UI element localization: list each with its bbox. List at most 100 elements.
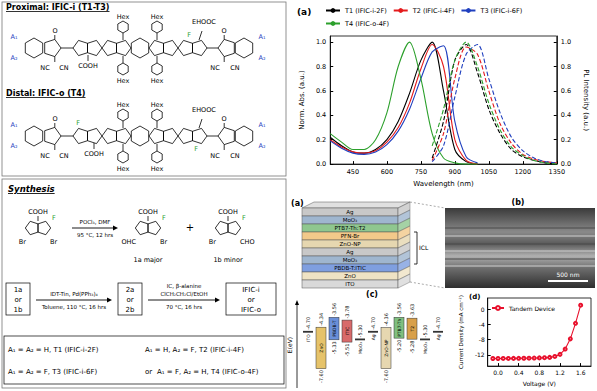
svg-text:O: O (221, 115, 226, 123)
svg-text:1.0: 1.0 (561, 38, 571, 46)
svg-text:1b minor: 1b minor (213, 256, 243, 264)
svg-text:-5.30: -5.30 (357, 324, 363, 337)
svg-text:0.6: 0.6 (316, 87, 326, 95)
svg-text:T2 (IFIC-i-4F): T2 (IFIC-i-4F) (412, 7, 455, 15)
svg-text:Current Density (mA cm⁻²): Current Density (mA cm⁻²) (458, 295, 465, 369)
svg-text:IFIC-o: IFIC-o (241, 306, 261, 314)
svg-text:Ag: Ag (371, 334, 376, 340)
svg-text:Hex: Hex (151, 165, 164, 173)
svg-text:Hex: Hex (117, 165, 130, 173)
svg-text:1b: 1b (14, 306, 23, 314)
svg-text:E(eV): E(eV) (286, 337, 293, 353)
svg-text:-4.70: -4.70 (370, 317, 376, 330)
svg-text:Ag: Ag (346, 249, 353, 256)
svg-text:1.6: 1.6 (576, 369, 586, 376)
svg-text:ITO: ITO (306, 334, 311, 342)
svg-text:-4.70: -4.70 (435, 317, 441, 330)
svg-text:or: or (247, 296, 254, 304)
svg-text:95 °C, 12 hrs: 95 °C, 12 hrs (77, 232, 113, 238)
svg-text:0.2: 0.2 (316, 136, 326, 144)
svg-text:Br: Br (209, 238, 216, 246)
svg-text:-4.70: -4.70 (305, 317, 311, 330)
svg-text:ZnO: ZnO (344, 273, 356, 279)
svg-text:T2: T2 (410, 326, 415, 333)
svg-text:-3.56: -3.56 (331, 303, 337, 316)
svg-text:Proximal: IFIC-i (T1-T3): Proximal: IFIC-i (T1-T3) (6, 3, 110, 12)
svg-text:IDT-Tin, Pd(PPh₃)₄: IDT-Tin, Pd(PPh₃)₄ (50, 291, 98, 297)
svg-text:1200: 1200 (515, 168, 532, 176)
svg-text:0.8: 0.8 (561, 63, 571, 71)
svg-text:0.4: 0.4 (561, 111, 571, 119)
svg-text:2a: 2a (126, 286, 135, 294)
svg-text:70 °C, 16 hrs: 70 °C, 16 hrs (166, 304, 202, 310)
svg-text:COOH: COOH (138, 208, 158, 216)
svg-text:EHOOC: EHOOC (192, 18, 216, 26)
svg-text:Wavelength (nm): Wavelength (nm) (413, 180, 474, 188)
svg-text:A₁: A₁ (10, 33, 17, 41)
svg-text:Norm. Abs. (a.u.): Norm. Abs. (a.u.) (298, 70, 306, 130)
svg-text:ITIC: ITIC (345, 327, 350, 336)
svg-text:IC, β-alanine: IC, β-alanine (167, 283, 202, 290)
svg-text:Voltage (V): Voltage (V) (523, 380, 556, 388)
svg-text:-3.63: -3.63 (409, 304, 415, 317)
svg-text:1350: 1350 (548, 168, 565, 176)
svg-text:NC: NC (40, 64, 50, 72)
svg-text:500 nm: 500 nm (556, 271, 579, 278)
svg-text:PTB7-Th: PTB7-Th (397, 318, 402, 336)
svg-text:-8: -8 (479, 336, 485, 343)
svg-text:+: + (186, 222, 194, 233)
svg-text:Ag: Ag (346, 209, 353, 216)
svg-text:IFIC-i: IFIC-i (242, 286, 260, 294)
svg-text:O: O (52, 115, 57, 123)
svg-text:Hex: Hex (151, 101, 164, 109)
svg-text:Ag: Ag (436, 334, 441, 340)
svg-text:or: or (126, 296, 133, 304)
svg-text:COOH: COOH (28, 208, 48, 216)
svg-text:A₁ = H, A₂ = F, T2 (IFIC-i-4F): A₁ = H, A₂ = F, T2 (IFIC-i-4F) (145, 346, 244, 354)
svg-text:0.0: 0.0 (316, 160, 326, 168)
svg-text:A₂: A₂ (258, 142, 265, 150)
svg-text:Hex: Hex (151, 13, 164, 21)
svg-text:Hex: Hex (117, 101, 130, 109)
svg-text:POCl₃, DMF: POCl₃, DMF (80, 219, 111, 225)
svg-text:or: or (14, 296, 21, 304)
svg-text:PBDB-T:ITIC: PBDB-T:ITIC (334, 265, 366, 271)
svg-text:-3.56: -3.56 (396, 303, 402, 316)
svg-text:F: F (76, 119, 80, 127)
svg-text:-5.51: -5.51 (344, 344, 350, 357)
svg-text:600: 600 (381, 168, 393, 176)
svg-text:F: F (194, 145, 198, 153)
svg-text:Tandem Device: Tandem Device (508, 305, 555, 312)
svg-text:-4.36: -4.36 (383, 313, 389, 326)
svg-text:OHC: OHC (121, 238, 136, 246)
svg-text:ZnO: ZnO (319, 343, 324, 353)
svg-text:Br: Br (50, 238, 57, 246)
svg-text:F: F (187, 31, 191, 39)
svg-text:0.4: 0.4 (514, 369, 524, 376)
svg-text:Distal: IFIC-o (T4): Distal: IFIC-o (T4) (6, 89, 86, 98)
svg-text:-5.33: -5.33 (331, 341, 337, 354)
svg-text:F: F (162, 214, 166, 222)
svg-text:T3 (IFIC-i-6F): T3 (IFIC-i-6F) (479, 7, 522, 15)
svg-text:Toluene, 110 °C, 16 hrs: Toluene, 110 °C, 16 hrs (41, 304, 106, 310)
svg-text:ITO: ITO (345, 281, 355, 287)
svg-text:0.2: 0.2 (561, 136, 571, 144)
svg-text:0.8: 0.8 (316, 63, 326, 71)
svg-text:A₁: A₁ (258, 121, 265, 129)
svg-text:NC: NC (40, 152, 50, 160)
svg-text:COOH: COOH (218, 208, 238, 216)
svg-text:-4: -4 (479, 321, 485, 328)
svg-text:1.2: 1.2 (555, 369, 565, 376)
svg-text:750: 750 (415, 168, 427, 176)
svg-text:F: F (52, 214, 56, 222)
svg-text:NC: NC (210, 64, 220, 72)
svg-text:-4.34: -4.34 (318, 313, 324, 326)
svg-text:CN: CN (59, 64, 69, 72)
svg-text:MoO₃: MoO₃ (343, 217, 358, 223)
svg-text:PL Intensity (a.u.): PL Intensity (a.u.) (582, 69, 590, 131)
svg-text:(b): (b) (511, 198, 524, 207)
svg-text:ClCH₂CH₂Cl/EtOH: ClCH₂CH₂Cl/EtOH (160, 291, 207, 297)
svg-text:A₂: A₂ (10, 54, 17, 62)
svg-text:0.8: 0.8 (535, 369, 545, 376)
svg-text:NC: NC (210, 152, 220, 160)
